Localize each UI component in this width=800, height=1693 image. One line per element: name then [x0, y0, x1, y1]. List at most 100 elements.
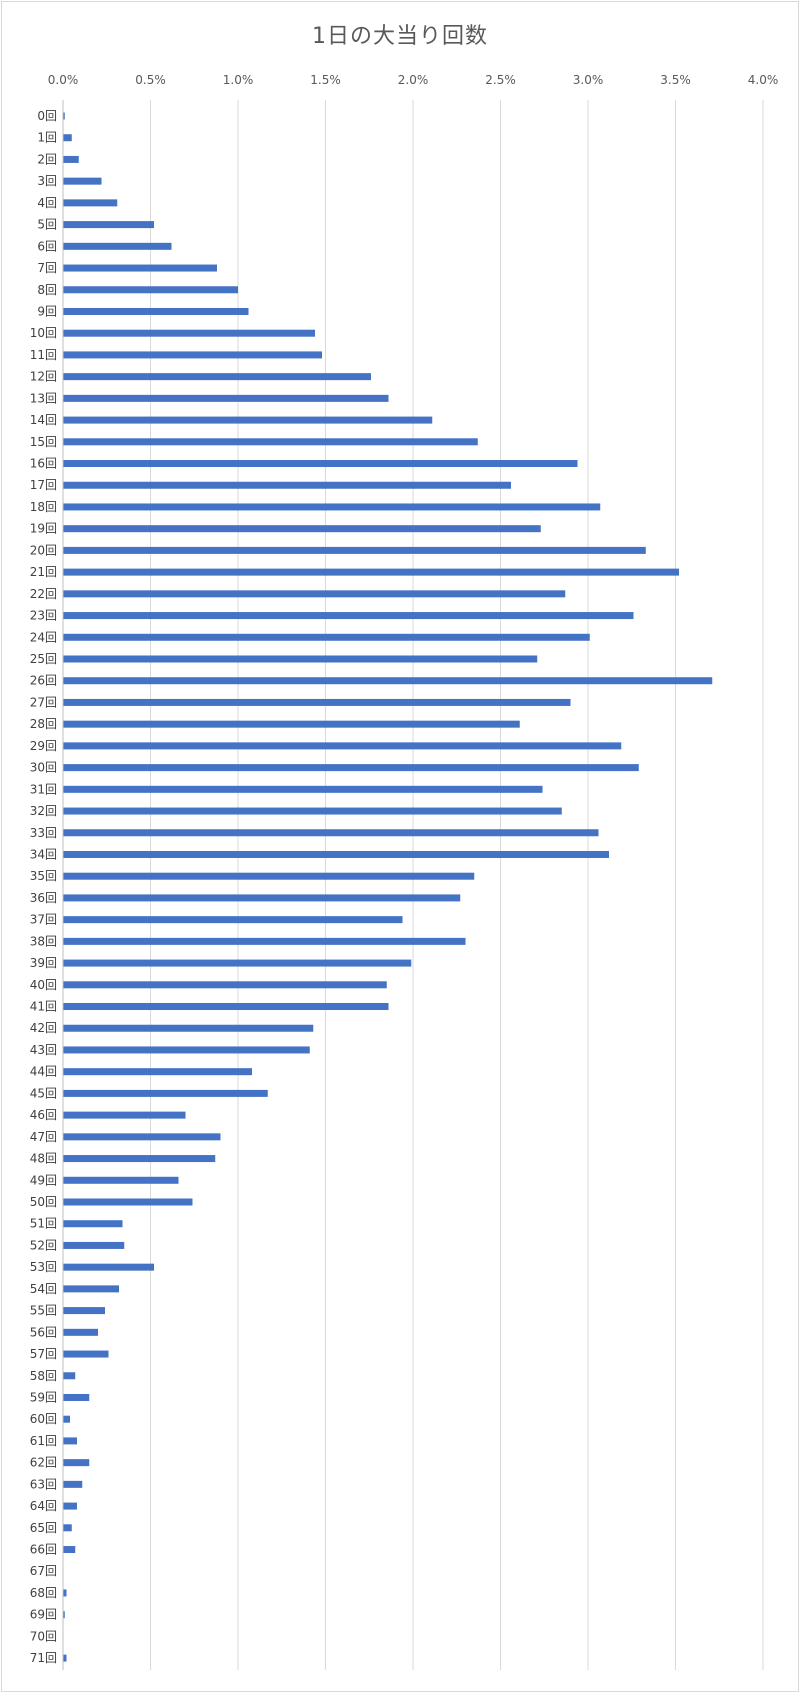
- y-tick-label: 30回: [30, 761, 57, 775]
- bar: [63, 1220, 123, 1228]
- bar: [63, 1350, 109, 1358]
- y-tick-label: 66回: [30, 1543, 57, 1557]
- bar: [63, 1589, 67, 1597]
- bar: [63, 1155, 216, 1163]
- bar: [63, 1611, 65, 1619]
- y-tick-label: 71回: [30, 1651, 57, 1665]
- y-tick-label: 17回: [30, 478, 57, 492]
- bar: [63, 394, 389, 402]
- y-tick-label: 55回: [30, 1304, 57, 1318]
- y-tick-label: 52回: [30, 1238, 57, 1252]
- y-tick-label: 46回: [30, 1108, 57, 1122]
- chart-title: 1日の大当り回数: [312, 24, 488, 49]
- bar: [63, 1046, 310, 1054]
- x-tick-label: 2.0%: [398, 73, 429, 87]
- bar: [63, 155, 79, 163]
- bar: [63, 590, 566, 598]
- y-tick-label: 33回: [30, 826, 57, 840]
- bar: [63, 307, 249, 315]
- bar: [63, 677, 713, 685]
- y-tick-label: 11回: [30, 348, 57, 362]
- y-tick-label: 43回: [30, 1043, 57, 1057]
- bar: [63, 1480, 83, 1488]
- x-tick-label: 2.5%: [485, 73, 516, 87]
- y-tick-label: 49回: [30, 1173, 57, 1187]
- y-tick-label: 8回: [37, 283, 57, 297]
- y-tick-label: 26回: [30, 674, 57, 688]
- bar: [63, 1241, 125, 1249]
- y-tick-label: 6回: [37, 239, 57, 253]
- bar: [63, 199, 118, 207]
- x-tick-label: 0.0%: [48, 73, 79, 87]
- x-axis-ticks: 0.0% 0.5% 1.0% 1.5% 2.0% 2.5% 3.0% 3.5% 4.0%: [48, 73, 779, 87]
- bar: [63, 894, 461, 902]
- y-tick-label: 42回: [30, 1021, 57, 1035]
- x-tick-label: 4.0%: [748, 73, 779, 87]
- bar: [63, 872, 475, 880]
- y-tick-label: 64回: [30, 1499, 57, 1513]
- y-tick-label: 18回: [30, 500, 57, 514]
- bar: [63, 916, 403, 924]
- bar: [63, 764, 639, 772]
- bar: [63, 373, 371, 381]
- bar: [63, 612, 634, 620]
- y-tick-label: 65回: [30, 1521, 57, 1535]
- bar: [63, 286, 238, 294]
- bar: [63, 1263, 154, 1271]
- x-tick-label: 3.0%: [573, 73, 604, 87]
- y-tick-label: 19回: [30, 522, 57, 536]
- bar: [63, 1307, 105, 1315]
- y-tick-label: 48回: [30, 1152, 57, 1166]
- y-tick-label: 54回: [30, 1282, 57, 1296]
- y-tick-label: 32回: [30, 804, 57, 818]
- bar: [63, 416, 433, 424]
- y-tick-label: 69回: [30, 1608, 57, 1622]
- bar: [63, 112, 65, 120]
- y-tick-label: 35回: [30, 869, 57, 883]
- x-tick-label: 3.5%: [660, 73, 691, 87]
- bar: [63, 937, 466, 945]
- y-tick-label: 36回: [30, 891, 57, 905]
- y-tick-label: 16回: [30, 457, 57, 471]
- y-tick-label: 20回: [30, 543, 57, 557]
- bar: [63, 655, 538, 663]
- y-tick-label: 24回: [30, 630, 57, 644]
- y-tick-label: 2回: [37, 152, 57, 166]
- bar: [63, 329, 315, 337]
- bar: [63, 850, 609, 858]
- y-tick-label: 45回: [30, 1086, 57, 1100]
- y-tick-label: 23回: [30, 609, 57, 623]
- bar: [63, 1372, 76, 1380]
- y-tick-label: 41回: [30, 1000, 57, 1014]
- y-tick-label: 63回: [30, 1477, 57, 1491]
- bar: [63, 1003, 389, 1011]
- y-tick-label: 1回: [37, 131, 57, 145]
- bar: [63, 742, 622, 750]
- bar: [63, 698, 571, 706]
- y-tick-label: 15回: [30, 435, 57, 449]
- y-tick-label: 53回: [30, 1260, 57, 1274]
- y-tick-label: 29回: [30, 739, 57, 753]
- bar: [63, 568, 679, 576]
- bar: [63, 134, 72, 142]
- y-tick-label: 21回: [30, 565, 57, 579]
- y-tick-label: 60回: [30, 1412, 57, 1426]
- gridlines: [150, 100, 764, 1670]
- bar: [63, 351, 322, 359]
- y-tick-label: 37回: [30, 913, 57, 927]
- y-tick-label: 58回: [30, 1369, 57, 1383]
- bar: [63, 242, 172, 250]
- y-tick-label: 31回: [30, 782, 57, 796]
- y-tick-label: 12回: [30, 370, 57, 384]
- y-tick-label: 68回: [30, 1586, 57, 1600]
- y-tick-label: 22回: [30, 587, 57, 601]
- y-tick-label: 67回: [30, 1564, 57, 1578]
- bar: [63, 959, 412, 967]
- bar: [63, 981, 387, 989]
- x-tick-label: 1.5%: [310, 73, 341, 87]
- bar: [63, 438, 478, 446]
- bar: [63, 525, 541, 533]
- bar: [63, 1437, 77, 1445]
- bar: [63, 1176, 179, 1184]
